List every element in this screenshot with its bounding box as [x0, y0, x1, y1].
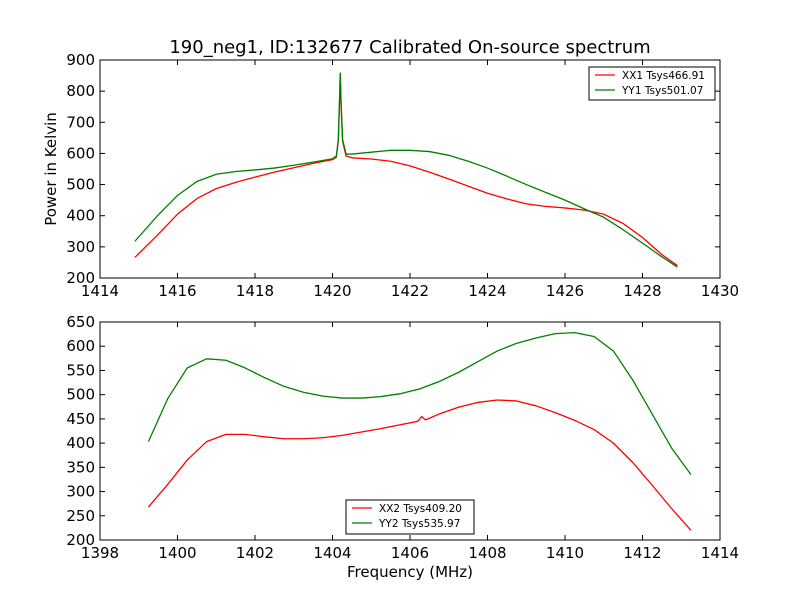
- x-tick-label: 1402: [236, 544, 274, 562]
- legend-label: YY1 Tsys501.07: [621, 85, 703, 97]
- x-tick-label: 1428: [623, 282, 661, 300]
- x-tick-label: 1416: [158, 282, 196, 300]
- series-line-yy1: [134, 72, 678, 268]
- y-tick-label: 550: [66, 361, 95, 379]
- x-tick-label: 1410: [546, 544, 584, 562]
- legend-label: YY2 Tsys535.97: [378, 518, 460, 530]
- x-tick-label: 1426: [546, 282, 584, 300]
- y-tick-label: 350: [66, 458, 95, 476]
- bottom-subplot: 1398 1400 1402 1404 1406 1408 1410 1412 1414 200 2…: [66, 313, 739, 581]
- bottom-plot-frame: [99, 321, 721, 541]
- series-line-xx2: [147, 399, 692, 531]
- bottom-series-lines: [147, 332, 692, 531]
- x-tick-label: 1422: [391, 282, 429, 300]
- y-tick-label: 200: [66, 269, 95, 287]
- top-legend: XX1 Tsys466.91 YY1 Tsys501.07: [588, 66, 716, 101]
- y-tick-label: 900: [66, 51, 95, 69]
- y-tick-label: 300: [66, 483, 95, 501]
- x-tick-label: 1414: [81, 282, 119, 300]
- top-subplot: 190_neg1, ID:132677 Calibrated On-source…: [42, 37, 739, 300]
- y-tick-label: 500: [66, 386, 95, 404]
- y-axis-label: Power in Kelvin: [42, 112, 60, 226]
- bottom-legend: XX2 Tsys409.20 YY2 Tsys535.97: [345, 499, 475, 535]
- x-tick-label: 1406: [391, 544, 429, 562]
- x-tick-label: 1420: [313, 282, 351, 300]
- x-tick-label: 1424: [468, 282, 506, 300]
- x-tick-label: 1412: [623, 544, 661, 562]
- y-tick-label: 300: [66, 238, 95, 256]
- y-tick-label: 450: [66, 410, 95, 428]
- x-tick-label: 1408: [468, 544, 506, 562]
- legend-box: [345, 499, 475, 535]
- series-line-xx1: [134, 73, 678, 267]
- y-tick-label: 400: [66, 207, 95, 225]
- x-tick-label: 1418: [236, 282, 274, 300]
- legend-label: XX1 Tsys466.91: [622, 70, 705, 82]
- legend-label: XX2 Tsys409.20: [379, 503, 462, 515]
- chart-title: 190_neg1, ID:132677 Calibrated On-source…: [169, 37, 650, 58]
- series-line-yy2: [147, 332, 692, 475]
- y-tick-label: 700: [66, 113, 95, 131]
- x-axis-label: Frequency (MHz): [347, 563, 473, 581]
- y-tick-label: 250: [66, 507, 95, 525]
- y-tick-label: 500: [66, 176, 95, 194]
- x-tick-label: 1430: [701, 282, 739, 300]
- x-tick-label: 1414: [701, 544, 739, 562]
- y-tick-label: 800: [66, 82, 95, 100]
- y-tick-label: 200: [66, 531, 95, 549]
- legend-box: [588, 66, 716, 101]
- x-tick-label: 1400: [158, 544, 196, 562]
- top-plot-frame: [99, 59, 721, 279]
- top-axis-ticks: 1414 1416 1418 1420 1422 1424 1426 1428 1430 200 3…: [66, 51, 739, 300]
- x-tick-label: 1404: [313, 544, 351, 562]
- y-tick-label: 400: [66, 434, 95, 452]
- y-tick-label: 600: [66, 337, 95, 355]
- x-tick-label: 1398: [81, 544, 119, 562]
- top-series-lines: [134, 72, 678, 268]
- y-tick-label: 600: [66, 144, 95, 162]
- y-tick-label: 650: [66, 313, 95, 331]
- bottom-axis-ticks: 1398 1400 1402 1404 1406 1408 1410 1412 1414 200 2…: [66, 313, 739, 562]
